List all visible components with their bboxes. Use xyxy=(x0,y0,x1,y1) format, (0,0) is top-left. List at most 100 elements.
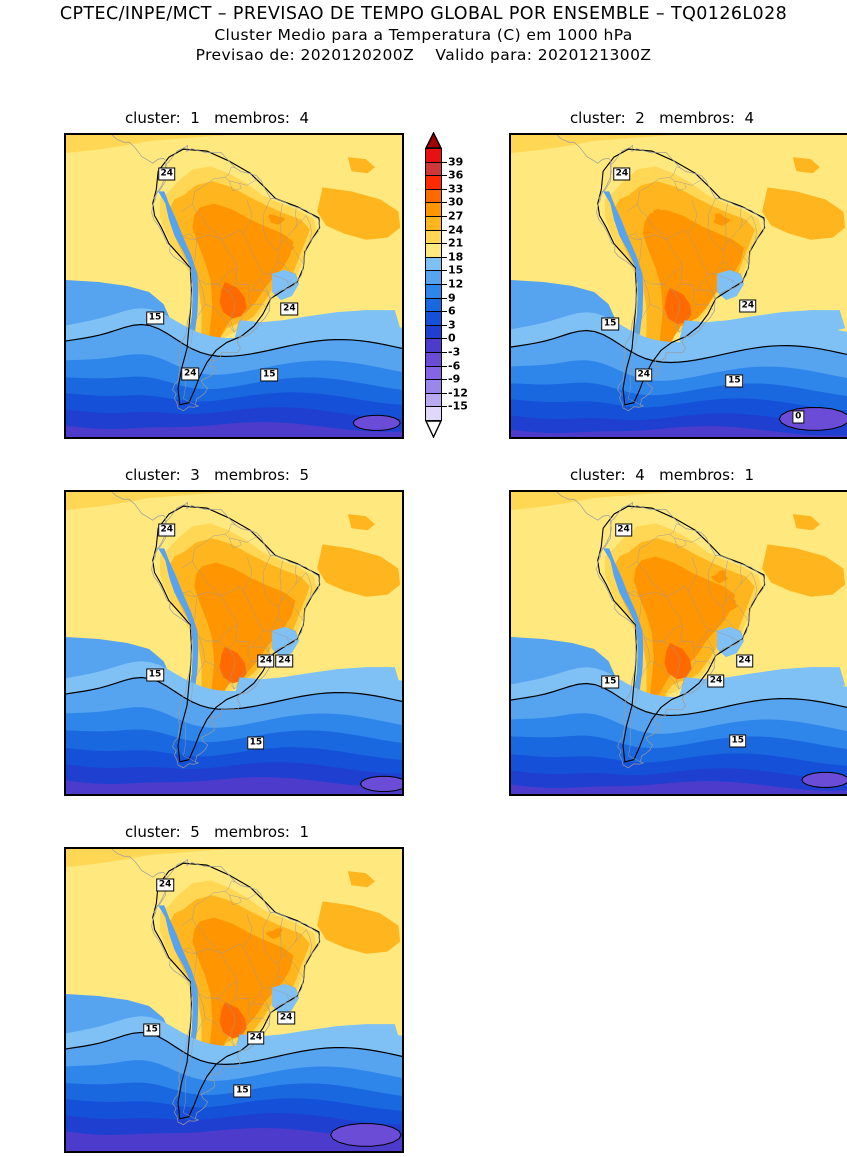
header-line-3: Previsao de: 2020120200Z Valido para: 20… xyxy=(195,46,652,64)
contour-field-cluster-2 xyxy=(511,135,847,437)
colorbar-label: -15 xyxy=(448,399,468,413)
panel-cluster-3: cluster: 3 membros: 5242424151515N10N5NE… xyxy=(30,466,404,796)
contour-label: 24 xyxy=(158,523,176,537)
y-axis-tick xyxy=(64,216,66,217)
y-axis-tick xyxy=(64,653,66,654)
contour-label: 15 xyxy=(601,317,619,331)
y-axis-tick xyxy=(509,417,511,418)
colorbar-swatch xyxy=(425,161,442,177)
y-axis-tick xyxy=(509,573,511,574)
y-axis-tick xyxy=(509,216,511,217)
y-axis-tick xyxy=(64,256,66,257)
y-axis-tick xyxy=(64,794,66,795)
contour-label: 24 xyxy=(247,1031,265,1045)
colorbar-swatch xyxy=(425,365,442,381)
colorbar-tick xyxy=(442,270,447,272)
y-axis-tick xyxy=(64,754,66,755)
map-plot-cluster-2[interactable]: 2424152415015N10N5NEQ5S10S15S20S25S30S35… xyxy=(509,133,847,439)
x-axis-tick xyxy=(782,437,783,439)
x-axis-tick xyxy=(301,794,302,796)
contour-label: 24 xyxy=(614,523,633,537)
y-axis-tick xyxy=(64,175,66,176)
x-axis-tick xyxy=(156,437,157,439)
y-axis-tick xyxy=(64,135,66,136)
contour-label: 15 xyxy=(729,734,747,748)
x-axis-tick xyxy=(818,794,819,796)
colorbar-over-arrow xyxy=(424,131,443,149)
contour-label: 24 xyxy=(707,674,725,688)
y-axis-tick xyxy=(64,950,66,951)
y-axis-tick xyxy=(64,909,66,910)
x-axis-tick xyxy=(229,794,230,796)
x-axis-tick xyxy=(637,437,638,439)
y-axis-tick xyxy=(509,774,511,775)
x-axis-tick xyxy=(156,1151,157,1153)
colorbar-tick xyxy=(442,175,447,177)
contour-label: 24 xyxy=(613,167,631,181)
contour-label: 24 xyxy=(257,654,275,668)
y-axis-tick xyxy=(64,316,66,317)
x-axis-tick xyxy=(565,437,566,439)
colorbar-tick xyxy=(442,243,447,245)
colorbar-swatch xyxy=(425,256,442,272)
panel-title-cluster-2: cluster: 2 membros: 4 xyxy=(569,109,755,127)
y-axis-tick xyxy=(509,552,511,553)
x-axis-tick xyxy=(565,794,566,796)
colorbar-swatch xyxy=(425,243,442,258)
colorbar-label: 30 xyxy=(448,195,464,209)
y-axis-tick xyxy=(509,713,511,714)
colorbar-swatch xyxy=(425,379,442,394)
y-axis-tick xyxy=(509,673,511,674)
y-axis-tick xyxy=(64,693,66,694)
contour-label: 15 xyxy=(247,736,265,750)
contour-label: 24 xyxy=(158,167,176,181)
colorbar-swatch xyxy=(425,297,442,313)
y-axis-tick xyxy=(64,1091,66,1092)
x-axis-tick xyxy=(674,794,675,796)
map-plot-cluster-1[interactable]: 242415241515N10N5NEQ5S10S15S20S25S30S35S… xyxy=(64,133,404,439)
contour-label: 15 xyxy=(725,374,744,388)
y-axis-tick xyxy=(509,734,511,735)
y-axis-tick xyxy=(64,613,66,614)
y-axis-tick xyxy=(64,734,66,735)
colorbar-tick xyxy=(442,365,447,367)
y-axis-tick xyxy=(509,236,511,237)
y-axis-tick xyxy=(64,552,66,553)
x-axis-tick xyxy=(265,794,266,796)
y-axis-tick xyxy=(64,1111,66,1112)
x-axis-tick xyxy=(529,437,530,439)
colorbar-tick xyxy=(442,311,447,313)
colorbar-label: 6 xyxy=(448,304,456,318)
map-plot-cluster-5[interactable]: 242424151515N10N5NEQ5S10S15S20S25S30S35S… xyxy=(64,847,404,1153)
panel-title-cluster-4: cluster: 4 membros: 1 xyxy=(569,466,755,484)
y-axis-tick xyxy=(64,532,66,533)
colorbar-label: -6 xyxy=(448,359,461,373)
colorbar-swatch xyxy=(425,284,442,299)
header-line-2: Cluster Medio para a Temperatura (C) em … xyxy=(214,26,633,44)
colorbar-swatch xyxy=(425,352,442,367)
x-axis-tick xyxy=(529,794,530,796)
y-axis-tick xyxy=(64,774,66,775)
colorbar-swatch xyxy=(425,229,442,245)
y-axis-tick xyxy=(64,195,66,196)
x-axis-tick xyxy=(601,437,602,439)
y-axis-tick xyxy=(509,175,511,176)
x-axis-tick xyxy=(710,437,711,439)
y-axis-tick xyxy=(64,849,66,850)
x-axis-tick xyxy=(373,437,374,439)
y-axis-tick xyxy=(64,437,66,438)
map-plot-cluster-4[interactable]: 242424151515N10N5NEQ5S10S15S20S25S30S35S… xyxy=(509,490,847,796)
y-axis-tick xyxy=(509,633,511,634)
y-axis-tick xyxy=(64,397,66,398)
colorbar-label: 39 xyxy=(448,155,464,169)
y-axis-tick xyxy=(509,512,511,513)
y-axis-tick xyxy=(64,512,66,513)
x-axis-tick xyxy=(746,437,747,439)
y-axis-tick xyxy=(509,693,511,694)
map-plot-cluster-3[interactable]: 242424151515N10N5NEQ5S10S15S20S25S30S35S… xyxy=(64,490,404,796)
contour-label: 24 xyxy=(739,299,757,313)
contour-label: 15 xyxy=(233,1084,252,1098)
contour-label: 15 xyxy=(601,675,619,689)
colorbar-tick xyxy=(442,324,447,326)
colorbar-label: 12 xyxy=(448,277,464,291)
